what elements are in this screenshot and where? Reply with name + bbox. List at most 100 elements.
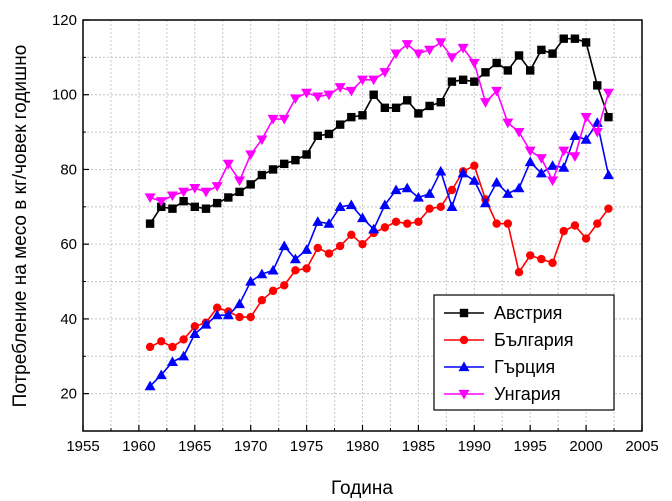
data-point: [604, 112, 613, 122]
data-point: [235, 187, 244, 197]
data-point: [278, 240, 290, 251]
x-tick-label: 1980: [346, 438, 379, 455]
data-point: [168, 204, 177, 213]
data-point: [524, 156, 536, 167]
data-point: [537, 254, 546, 264]
data-point: [547, 176, 559, 187]
data-point: [502, 188, 514, 198]
data-point: [581, 234, 591, 243]
data-point: [222, 309, 234, 320]
data-point: [457, 43, 469, 54]
data-point: [345, 86, 357, 97]
data-point: [201, 204, 211, 213]
data-point: [301, 88, 313, 99]
data-point: [535, 154, 547, 164]
data-point: [513, 127, 525, 138]
data-point: [179, 197, 188, 206]
data-point: [581, 38, 591, 47]
data-point: [289, 253, 301, 264]
data-point: [580, 113, 592, 123]
data-point: [312, 216, 324, 226]
data-point: [168, 342, 177, 352]
data-point: [390, 184, 402, 195]
data-point: [222, 159, 234, 170]
data-point: [503, 66, 513, 75]
data-point: [559, 34, 568, 43]
data-point: [401, 40, 413, 50]
data-point: [313, 131, 322, 141]
data-point: [200, 319, 212, 329]
data-point: [211, 182, 223, 192]
data-point: [502, 118, 514, 129]
data-point: [334, 201, 346, 211]
data-point: [414, 217, 423, 226]
data-point: [412, 49, 424, 60]
data-point: [380, 223, 390, 232]
data-point: [257, 296, 267, 305]
data-point: [347, 112, 356, 122]
data-point: [425, 101, 434, 111]
data-point: [268, 286, 278, 296]
data-point: [447, 77, 457, 86]
data-point: [424, 45, 436, 56]
data-point: [470, 161, 479, 170]
data-point: [145, 342, 155, 352]
data-point: [200, 187, 212, 198]
data-point: [535, 167, 547, 178]
data-point: [212, 198, 222, 208]
data-point: [391, 103, 401, 113]
x-tick-label: 1990: [458, 438, 491, 455]
data-point: [369, 90, 378, 99]
data-point: [470, 77, 479, 86]
data-point: [436, 202, 445, 212]
data-point: [492, 219, 501, 228]
data-point: [357, 75, 368, 86]
data-point: [324, 129, 334, 139]
legend-label: България: [494, 330, 574, 350]
data-point: [246, 312, 255, 322]
data-point: [401, 182, 413, 193]
series-4: [144, 38, 614, 207]
series-1: [145, 34, 613, 228]
data-point: [380, 103, 390, 113]
x-tick-label: 2005: [625, 438, 658, 455]
data-point: [593, 219, 602, 228]
series-3: [144, 117, 614, 391]
data-point: [591, 127, 603, 138]
legend-marker: [458, 361, 470, 372]
data-point: [435, 165, 447, 176]
x-tick-label: 1985: [402, 438, 435, 455]
data-point: [155, 197, 167, 207]
y-tick-label: 40: [60, 311, 77, 328]
data-point: [403, 219, 412, 228]
data-point: [403, 96, 412, 105]
series-line: [149, 41, 610, 203]
data-point: [436, 98, 445, 107]
data-point: [414, 109, 423, 118]
y-tick-label: 60: [60, 236, 77, 253]
data-point: [514, 51, 524, 60]
data-point: [435, 38, 447, 48]
data-point: [602, 88, 614, 99]
data-point: [246, 180, 255, 189]
data-point: [312, 92, 324, 103]
data-point: [166, 191, 178, 202]
data-point: [211, 309, 223, 320]
data-point: [144, 380, 156, 391]
data-point: [548, 258, 557, 268]
x-tick-label: 2000: [569, 438, 602, 455]
x-axis-title: Година: [331, 478, 393, 499]
data-point: [234, 176, 246, 187]
data-point: [280, 159, 289, 169]
data-point: [379, 199, 391, 210]
y-tick-label: 80: [60, 161, 77, 178]
data-point: [492, 58, 501, 68]
data-point: [569, 130, 581, 140]
data-point: [547, 160, 559, 170]
data-point: [155, 369, 167, 380]
x-tick-label: 1960: [122, 438, 155, 455]
data-point: [481, 68, 490, 77]
data-point: [558, 162, 570, 172]
data-point: [368, 75, 380, 86]
data-point: [368, 223, 380, 234]
